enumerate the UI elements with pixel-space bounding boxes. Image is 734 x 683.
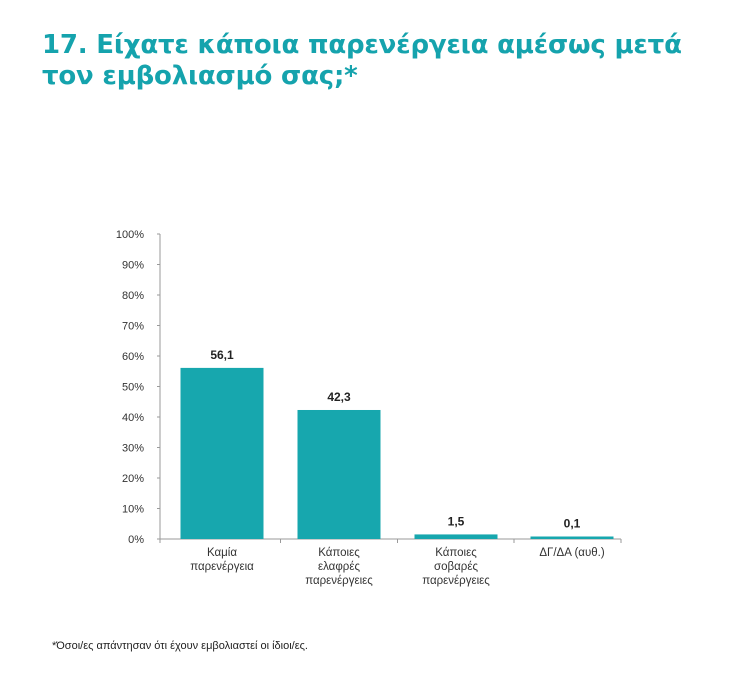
y-tick-label: 60% — [122, 351, 144, 363]
footnote: *Όσοι/ες απάντησαν ότι έχουν εμβολιαστεί… — [52, 640, 308, 652]
bar — [180, 367, 264, 539]
x-category-label: Κάποιες σοβαρές παρενέργειες — [422, 547, 490, 587]
bar — [530, 536, 614, 539]
y-tick-label: 70% — [122, 321, 144, 333]
y-tick-label: 10% — [122, 504, 144, 516]
y-tick-label: 40% — [122, 412, 144, 424]
bar — [297, 409, 381, 539]
y-tick-label: 0% — [128, 534, 144, 546]
y-tick-label: 20% — [122, 473, 144, 485]
bar-value-label: 1,5 — [448, 514, 465, 528]
y-tick-label: 50% — [122, 382, 144, 394]
x-category-label: ΔΓ/ΔΑ (αυθ.) — [539, 547, 604, 559]
chart-title: 17. Είχατε κάποια παρενέργεια αμέσως μετ… — [42, 30, 682, 91]
bar-value-label: 56,1 — [210, 348, 234, 362]
bar-value-label: 42,3 — [327, 390, 351, 404]
x-category-label: Καμία παρενέργεια — [190, 547, 254, 573]
bar — [414, 534, 498, 539]
y-tick-label: 30% — [122, 443, 144, 455]
y-tick-label: 100% — [116, 229, 144, 241]
bar-value-label: 0,1 — [564, 517, 581, 531]
y-tick-label: 80% — [122, 290, 144, 302]
y-tick-label: 90% — [122, 260, 144, 272]
x-category-label: Κάποιες ελαφρές παρενέργειες — [305, 547, 373, 587]
